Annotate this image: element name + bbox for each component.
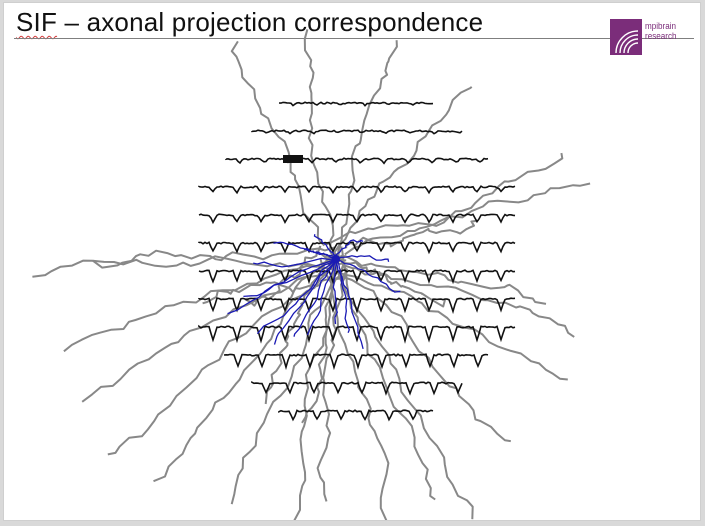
axon-branch [320,253,474,520]
logo-line-1: mpibrain [645,21,677,31]
voltage-trace-row [251,381,463,396]
axon-branch [325,254,547,305]
trace-artifact [283,155,303,163]
dendrite-branch [243,258,337,298]
slide: SIF – axonal projection correspondence m… [3,2,701,521]
title-text: – axonal projection correspondence [57,7,484,37]
dendrite-branch [256,258,337,335]
axon-branch [244,245,322,307]
dendrite-branch [306,258,337,336]
dendrite-branch [253,257,337,268]
dendrite-branch [273,258,337,345]
axon-branch [332,40,398,268]
voltage-trace-row [225,157,489,165]
voltage-trace-row [278,101,434,107]
dendrite-branch [335,258,351,334]
voltage-trace-row [198,240,516,255]
axon-branch [316,262,348,502]
dendrite-branch [332,258,338,325]
axon-branch [230,40,326,247]
title-abbreviation: SIF [16,7,58,37]
dendrite-branch [335,255,390,262]
axon-branch [63,259,347,353]
voltage-trace-grid [198,101,516,422]
dendrite-branch [335,258,364,350]
institute-logo: mpibrain research [610,19,690,57]
voltage-trace-row [251,129,463,135]
dendrite-branch [293,258,337,337]
logo-line-2: research [645,31,677,41]
title-divider [14,38,694,39]
axon-branch [81,257,344,403]
axon-branch [32,255,333,278]
axon-branch [333,252,436,501]
logo-mark-icon [610,19,642,55]
dendrite-branch [227,258,337,315]
axon-branch [345,219,478,249]
axon-branch [264,262,327,405]
axon-branch [330,266,568,381]
voltage-trace-row [198,185,516,195]
axon-branch [92,246,335,269]
voltage-trace-row [223,353,489,371]
axon-branch [325,182,591,246]
voltage-trace-row [278,409,434,422]
dendrite-branch [335,239,364,260]
logo-wordmark: mpibrain research [645,21,677,41]
axon-branch [344,152,564,256]
axon-branch [327,257,511,443]
axon-tree [32,29,591,520]
axon-branch [301,246,345,424]
voltage-trace-row [198,296,516,315]
slide-title: SIF – axonal projection correspondence [16,7,483,38]
voltage-trace-row [198,324,516,344]
axon-branch [230,254,343,505]
soma [332,255,340,263]
axon-branch [336,86,473,256]
neuron-figure [32,29,591,520]
axon-branch [107,243,341,456]
dendrite-branch [273,241,337,260]
voltage-trace-row [198,213,516,225]
dendrite-tree [227,234,401,350]
voltage-trace-row [198,269,516,285]
axon-branch [338,261,446,308]
dendrite-branch [313,234,337,260]
dendrite-branch [335,258,401,293]
axon-branch [303,29,336,265]
